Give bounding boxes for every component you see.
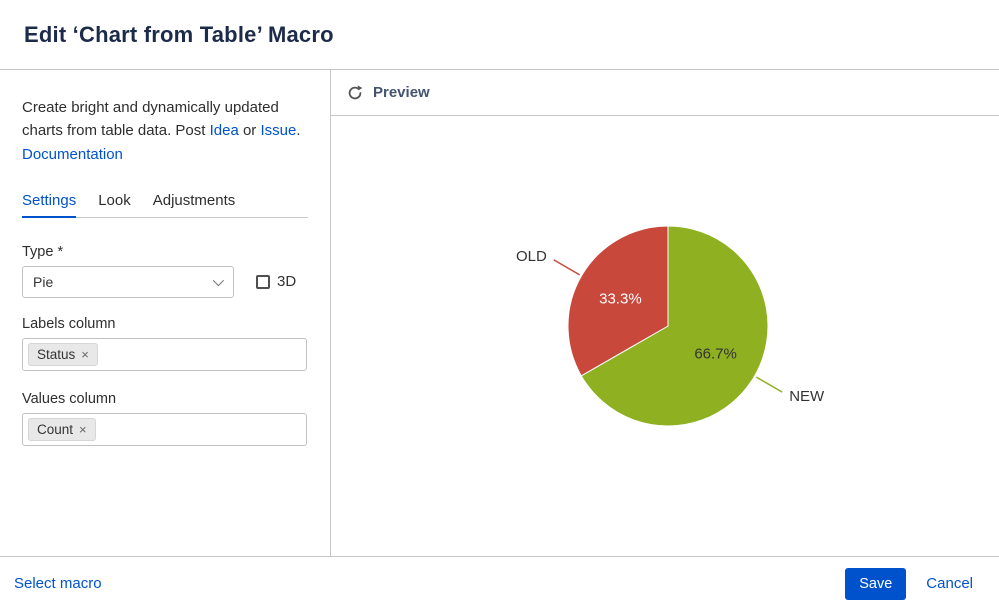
values-column-chip: Count × [28,417,96,441]
page-title: Edit ‘Chart from Table’ Macro [24,21,334,47]
values-column-label: Values column [22,390,117,407]
documentation-link[interactable]: Documentation [22,145,123,163]
pie-chart: 66.7% NEW 33.3% OLD [516,225,825,427]
threed-checkbox[interactable] [256,274,270,289]
type-select[interactable]: Pie [22,265,234,298]
main-area: Create bright and dynamically updated ch… [0,70,999,556]
threed-option: 3D [256,273,296,290]
save-button[interactable]: Save [845,567,907,600]
preview-panel: Preview 66.7% NEW 33.3% OLD [331,70,999,556]
type-label: Type * [22,243,64,260]
dialog-footer: Select macro Save Cancel [0,556,999,610]
tab-settings[interactable]: Settings [22,192,77,218]
values-column-input[interactable]: Count × [22,412,307,446]
description-text: . [296,122,301,140]
description-text: Create bright and dynamically updated ch… [22,99,279,140]
chip-text: Status [37,346,76,362]
pie-leader-line [755,376,783,393]
settings-sidebar: Create bright and dynamically updated ch… [0,70,331,556]
pie-leader-line [553,259,581,276]
settings-tabs: Settings Look Adjustments [22,192,308,218]
type-select-value: Pie [33,273,54,290]
remove-chip-icon[interactable]: × [79,421,87,437]
pie-slice-new [580,225,769,427]
chip-text: Count [37,421,74,437]
cancel-link[interactable]: Cancel [926,575,973,592]
chart-preview: 66.7% NEW 33.3% OLD [331,116,999,556]
refresh-icon[interactable] [347,84,363,101]
chevron-down-icon [212,274,225,286]
pie-slice-old [567,225,669,377]
labels-column-input[interactable]: Status × [22,337,307,371]
macro-description: Create bright and dynamically updated ch… [22,96,308,166]
labels-column-label: Labels column [22,315,116,332]
dialog-header: Edit ‘Chart from Table’ Macro [0,0,999,70]
preview-header: Preview [331,70,999,116]
remove-chip-icon[interactable]: × [81,346,89,362]
labels-column-chip: Status × [28,342,98,366]
preview-title: Preview [373,84,430,101]
threed-label: 3D [277,273,297,291]
tab-adjustments[interactable]: Adjustments [152,191,236,209]
idea-link[interactable]: Idea [209,122,239,140]
pie-percent-label: 66.7% [694,346,737,363]
pie-percent-label: 33.3% [599,291,642,308]
issue-link[interactable]: Issue [260,122,297,140]
select-macro-link[interactable]: Select macro [14,575,102,592]
type-row: Pie 3D [22,265,308,298]
description-text: or [238,122,261,140]
pie-slice-name-label: NEW [789,388,825,405]
pie-slice-name-label: OLD [516,248,547,265]
tab-look[interactable]: Look [98,191,131,209]
